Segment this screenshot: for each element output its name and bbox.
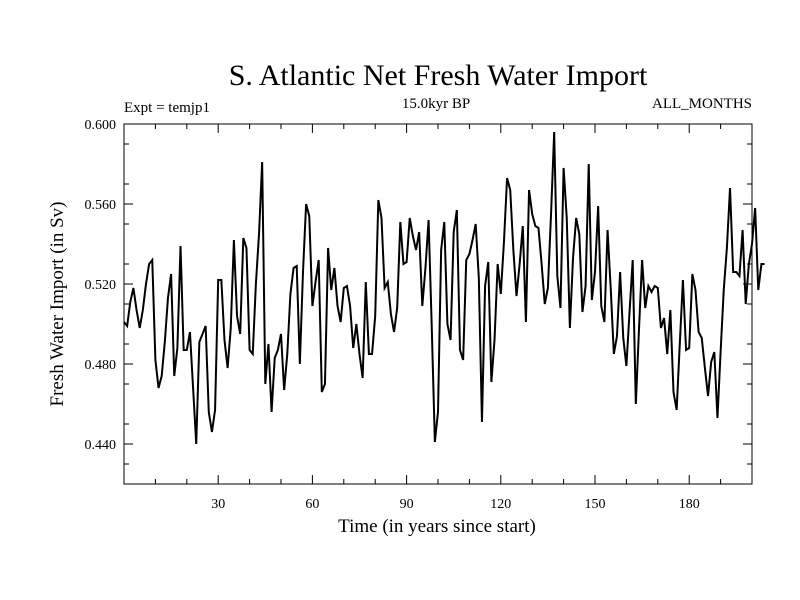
y-axis-tick-labels: 0.440 0.480 0.520 0.560 0.600 bbox=[85, 118, 117, 453]
time-period-label: 15.0kyr BP bbox=[402, 96, 470, 112]
x-tick-label: 180 bbox=[679, 497, 700, 512]
x-axis-ticks bbox=[154, 124, 722, 484]
chart-title: S. Atlantic Net Fresh Water Import bbox=[229, 59, 648, 92]
x-axis-tick-labels: 30 60 90 120 150 180 bbox=[211, 497, 700, 512]
series-line-fresh-water-import bbox=[123, 131, 765, 445]
x-tick-label: 90 bbox=[400, 497, 414, 512]
x-tick-label: 120 bbox=[490, 497, 511, 512]
y-tick-label: 0.600 bbox=[85, 118, 117, 133]
months-label: ALL_MONTHS bbox=[652, 96, 752, 112]
y-tick-label: 0.520 bbox=[85, 278, 117, 293]
x-tick-label: 60 bbox=[305, 497, 319, 512]
y-axis-label: Fresh Water Import (in Sv) bbox=[47, 202, 68, 407]
y-tick-label: 0.560 bbox=[85, 198, 117, 213]
y-tick-label: 0.440 bbox=[85, 438, 117, 453]
x-tick-label: 150 bbox=[585, 497, 606, 512]
plot-frame bbox=[123, 123, 753, 485]
x-axis-label: Time (in years since start) bbox=[338, 516, 536, 537]
y-tick-label: 0.480 bbox=[85, 358, 117, 373]
x-tick-label: 30 bbox=[211, 497, 225, 512]
experiment-label: Expt = temjp1 bbox=[124, 100, 210, 116]
